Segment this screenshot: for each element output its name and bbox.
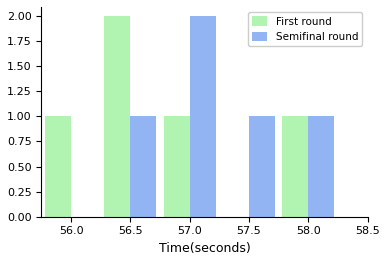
Bar [164,116,190,217]
X-axis label: Time(seconds): Time(seconds) [159,242,250,255]
Bar [308,116,334,217]
Bar [104,16,130,217]
Legend: First round, Semifinal round: First round, Semifinal round [248,12,363,46]
Bar [282,116,308,217]
Bar [130,116,156,217]
Bar [249,116,275,217]
Bar [190,16,216,217]
Bar [45,116,71,217]
